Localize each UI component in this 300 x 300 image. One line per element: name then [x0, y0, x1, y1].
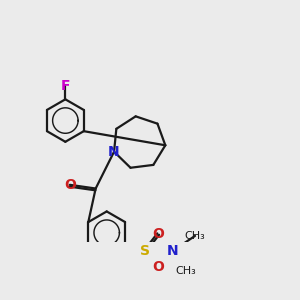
- Text: F: F: [61, 80, 70, 93]
- Text: N: N: [167, 244, 179, 258]
- Text: N: N: [108, 145, 120, 159]
- Text: S: S: [140, 244, 150, 258]
- Text: CH₃: CH₃: [176, 266, 196, 276]
- Text: O: O: [64, 178, 76, 192]
- Text: O: O: [152, 260, 164, 274]
- Text: O: O: [152, 227, 164, 241]
- Text: CH₃: CH₃: [184, 231, 206, 241]
